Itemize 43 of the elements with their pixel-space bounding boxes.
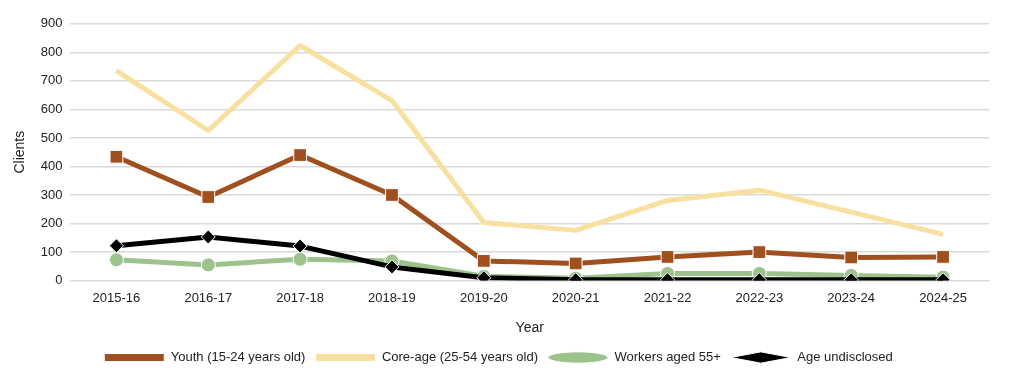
legend-label: Youth (15-24 years old) — [170, 349, 306, 365]
point — [385, 188, 399, 202]
point — [384, 259, 400, 275]
x-axis-title: Year — [515, 319, 545, 336]
y-tick-label: 400 — [40, 158, 63, 174]
point — [108, 238, 124, 254]
y-tick-label: 800 — [40, 43, 63, 59]
x-tick-label: 2017-18 — [276, 289, 324, 305]
point — [292, 238, 308, 254]
legend-label: Age undisclosed — [797, 349, 893, 365]
point — [476, 254, 491, 268]
point — [200, 257, 216, 273]
y-tick-label: 600 — [40, 100, 63, 116]
legend-label: Workers aged 55+ — [614, 349, 721, 365]
y-tick-label: 0 — [55, 272, 63, 288]
y-axis-title: Clients — [11, 130, 28, 174]
point — [292, 251, 308, 267]
y-tick-label: 700 — [40, 72, 63, 88]
x-tick-label: 2021-22 — [643, 289, 692, 305]
y-tick-label: 100 — [40, 243, 63, 259]
point — [844, 250, 859, 265]
legend-label: Core-age (25-54 years old) — [381, 349, 538, 365]
point — [568, 256, 583, 271]
y-tick-label: 500 — [40, 129, 63, 145]
point — [109, 149, 124, 164]
point — [200, 229, 216, 245]
point — [660, 250, 675, 264]
x-tick-label: 2019-20 — [459, 289, 508, 305]
point — [108, 252, 124, 268]
y-tick-label: 300 — [40, 186, 63, 202]
y-tick-label: 900 — [40, 15, 63, 31]
x-tick-label: 2022-23 — [735, 289, 784, 305]
y-tick-label: 200 — [40, 215, 63, 231]
x-tick-label: 2015-16 — [92, 289, 141, 305]
x-tick-label: 2023-24 — [827, 289, 876, 305]
point — [201, 190, 216, 204]
x-tick-label: 2020-21 — [551, 289, 600, 305]
x-tick-label: 2018-19 — [368, 289, 416, 305]
x-tick-label: 2016-17 — [184, 289, 233, 305]
x-tick-label: 2024-25 — [919, 289, 967, 305]
point — [936, 250, 950, 264]
point — [293, 148, 307, 162]
point — [752, 245, 767, 259]
